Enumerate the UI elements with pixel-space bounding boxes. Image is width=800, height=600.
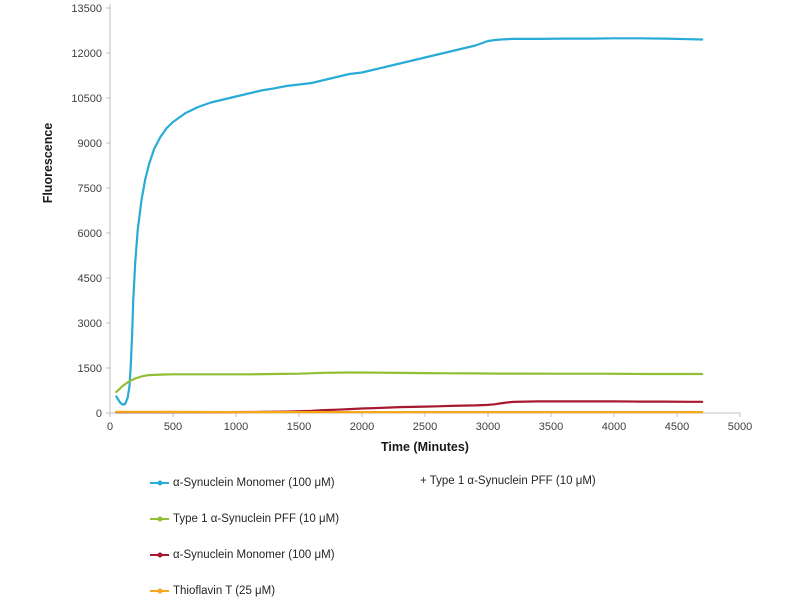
- legend-marker-green-line-icon: [150, 516, 169, 522]
- svg-text:500: 500: [164, 421, 182, 433]
- svg-text:3000: 3000: [476, 421, 500, 433]
- legend-marker-darkred-line-icon: [150, 552, 169, 558]
- legend-item-thioflavin: Thioflavin T (25 μM): [150, 580, 339, 600]
- svg-text:3500: 3500: [539, 421, 563, 433]
- legend-label: α-Synuclein Monomer (100 μM): [173, 549, 335, 561]
- svg-text:0: 0: [96, 408, 102, 420]
- y-axis-title: Fluorescence: [41, 122, 55, 204]
- legend: α-Synuclein Monomer (100 μM) + Type 1 α-…: [150, 472, 596, 600]
- legend-marker-cyan-line-icon: [150, 480, 169, 486]
- legend-label: Thioflavin T (25 μM): [173, 585, 276, 597]
- svg-text:2500: 2500: [413, 421, 437, 433]
- svg-text:10500: 10500: [71, 93, 102, 105]
- svg-text:6000: 6000: [78, 228, 102, 240]
- legend-marker-orange-line-icon: [150, 588, 169, 594]
- svg-text:4500: 4500: [78, 273, 102, 285]
- svg-text:5000: 5000: [728, 421, 752, 433]
- legend-item-monomer-plus-pff: α-Synuclein Monomer (100 μM) + Type 1 α-…: [150, 472, 596, 494]
- legend-label: Type 1 α-Synuclein PFF (10 μM): [173, 513, 340, 525]
- legend-label: α-Synuclein Monomer (100 μM): [173, 477, 335, 489]
- legend-label-continued: + Type 1 α-Synuclein PFF (10 μM): [420, 475, 596, 487]
- chart-canvas: 0 1500 3000 4500 6000 7500 9000 10500 12000 13500…: [71, 3, 752, 433]
- svg-text:1500: 1500: [78, 363, 102, 375]
- legend-item-monomer: α-Synuclein Monomer (100 μM): [150, 544, 339, 566]
- svg-text:0: 0: [107, 421, 113, 433]
- svg-text:4000: 4000: [602, 421, 626, 433]
- svg-text:3000: 3000: [78, 318, 102, 330]
- svg-text:13500: 13500: [71, 3, 102, 15]
- x-axis-title: Time (Minutes): [381, 440, 469, 454]
- svg-text:1500: 1500: [287, 421, 311, 433]
- svg-text:12000: 12000: [71, 48, 102, 60]
- svg-text:2000: 2000: [350, 421, 374, 433]
- svg-text:7500: 7500: [78, 183, 102, 195]
- svg-text:9000: 9000: [78, 138, 102, 150]
- legend-item-type1-pff: Type 1 α-Synuclein PFF (10 μM): [150, 508, 339, 530]
- svg-text:4500: 4500: [665, 421, 689, 433]
- svg-text:1000: 1000: [224, 421, 248, 433]
